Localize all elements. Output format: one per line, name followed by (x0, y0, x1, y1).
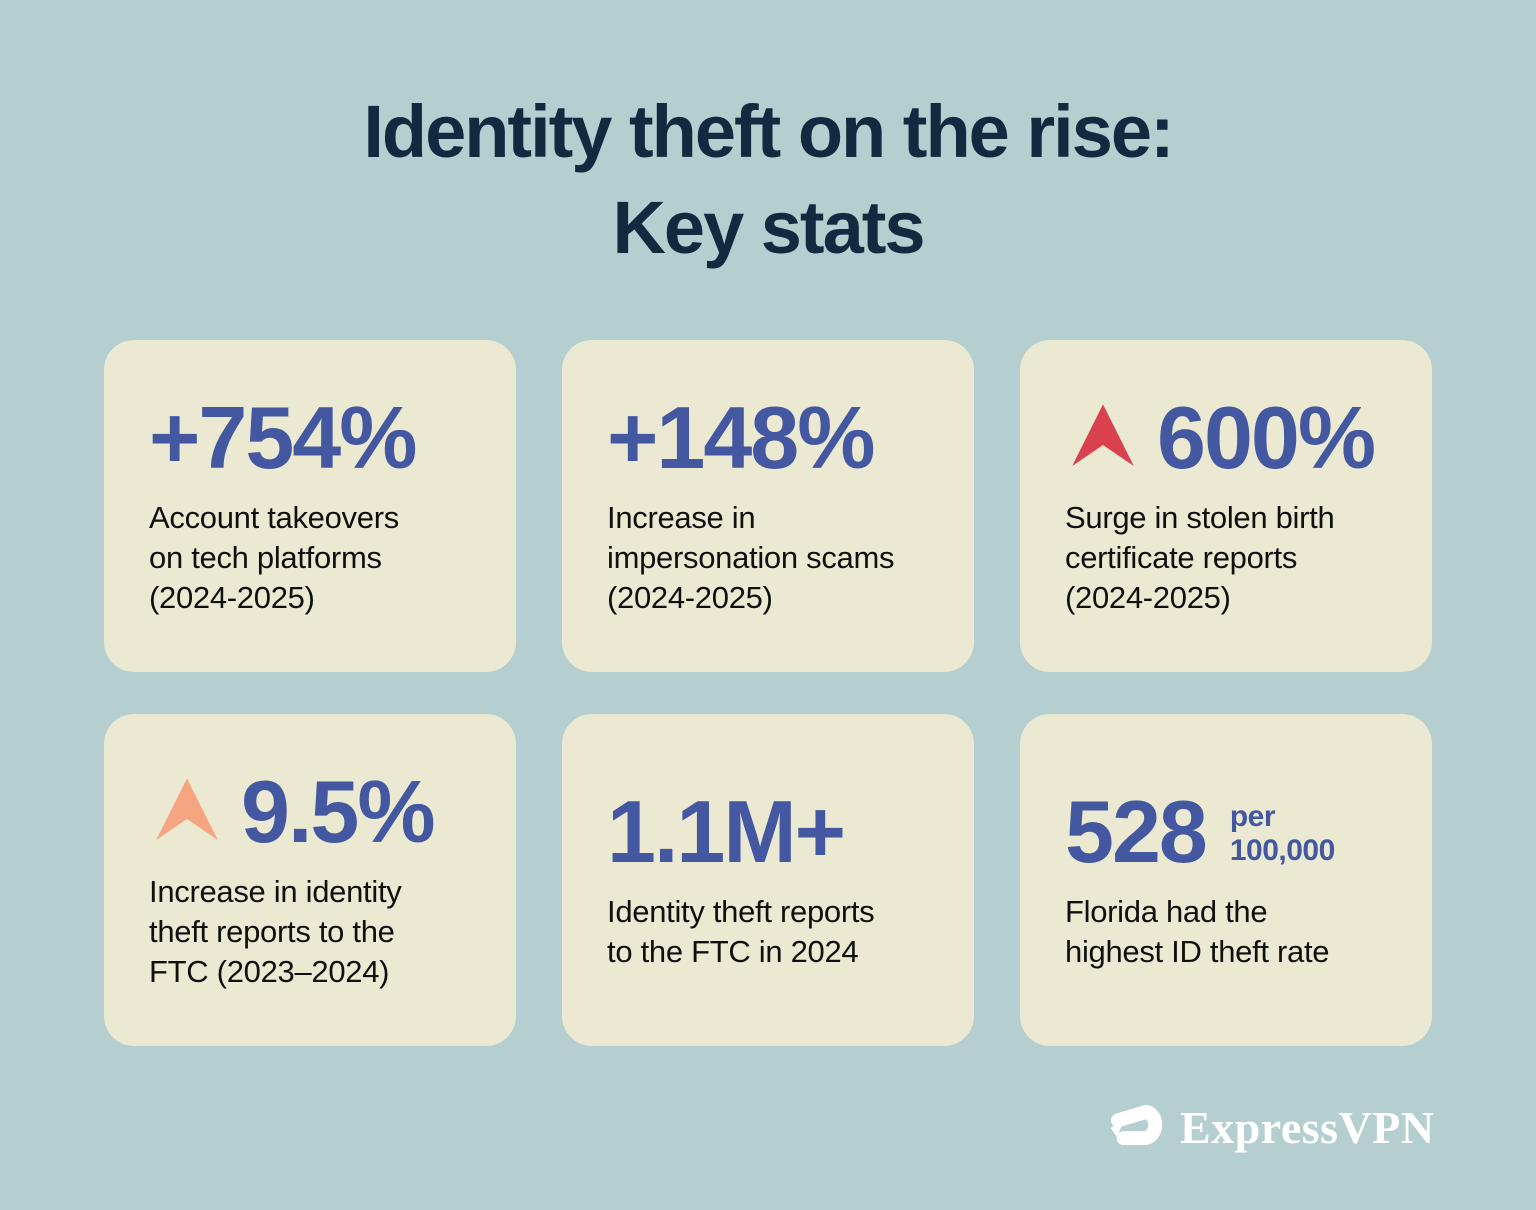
stat-unit: per 100,000 (1229, 800, 1335, 868)
stat-row: +754% (149, 394, 482, 482)
stat-description: Increase in impersonation scams (2024-20… (607, 500, 895, 615)
brand-wordmark: ExpressVPN (1180, 1102, 1435, 1153)
title-line-2: Key stats (612, 186, 925, 270)
stat-card-impersonation-scams: +148% Increase in impersonation scams (2… (562, 340, 974, 672)
stat-value: 528 (1065, 782, 1208, 882)
stat-value: 1.1M+ (607, 782, 846, 882)
stat-card-ftc-reports-2024: 1.1M+ Identity theft reports to the FTC … (562, 714, 974, 1046)
page-title: Identity theft on the rise: Key stats (0, 84, 1536, 276)
up-arrow-icon (149, 777, 225, 847)
stat-value: +754% (149, 388, 417, 488)
stat-row: 600% (1065, 394, 1398, 482)
title-line-1: Identity theft on the rise: (363, 90, 1174, 173)
stat-card-account-takeovers: +754% Account takeovers on tech platform… (104, 340, 516, 672)
stats-grid: +754% Account takeovers on tech platform… (104, 340, 1432, 1046)
stat-card-ftc-increase: 9.5% Increase in identity theft reports … (104, 714, 516, 1046)
brand-footer: ExpressVPN (1104, 1094, 1435, 1161)
stat-row: 528 per 100,000 (1065, 788, 1398, 876)
stat-description: Account takeovers on tech platforms (202… (149, 500, 399, 615)
stat-description: Identity theft reports to the FTC in 202… (607, 894, 875, 969)
stat-value: +148% (607, 388, 875, 488)
expressvpn-logo-icon (1104, 1094, 1164, 1161)
up-arrow-icon (1065, 403, 1141, 473)
stat-value: 600% (1157, 388, 1376, 488)
stat-row: +148% (607, 394, 940, 482)
stat-value: 9.5% (241, 762, 436, 862)
stat-card-florida-rate: 528 per 100,000 Florida had the highest … (1020, 714, 1432, 1046)
stat-description: Increase in identity theft reports to th… (149, 874, 402, 989)
stat-row: 1.1M+ (607, 788, 940, 876)
stat-row: 9.5% (149, 768, 482, 856)
stat-card-birth-certificates: 600% Surge in stolen birth certificate r… (1020, 340, 1432, 672)
stat-description: Surge in stolen birth certificate report… (1065, 500, 1335, 615)
stat-description: Florida had the highest ID theft rate (1065, 894, 1330, 969)
